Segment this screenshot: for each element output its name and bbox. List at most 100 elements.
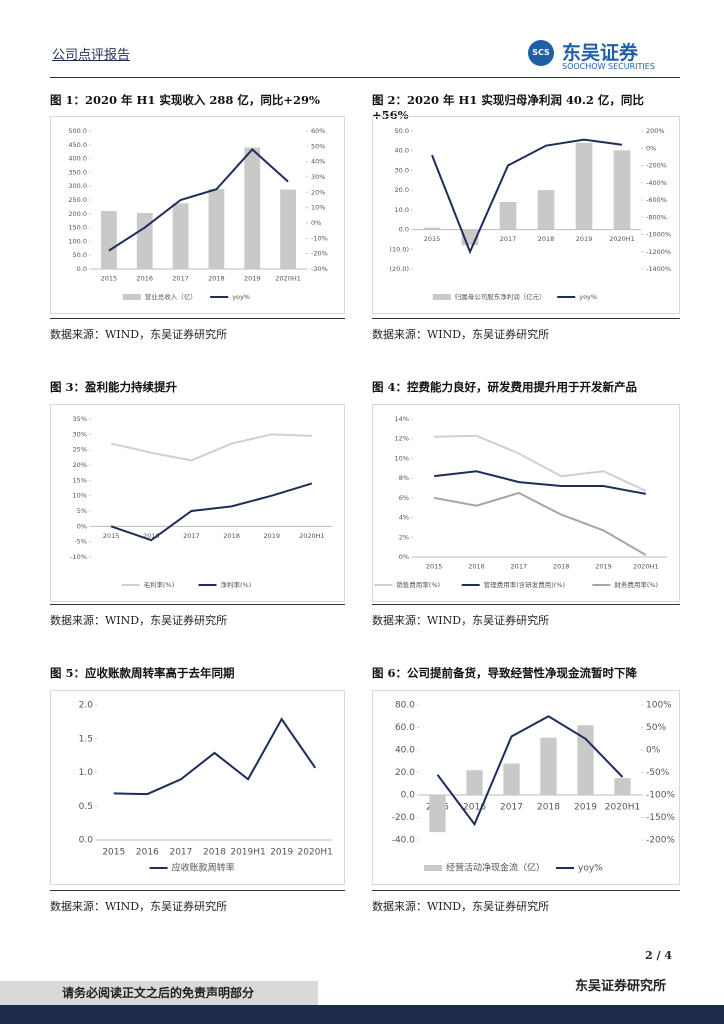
bar <box>429 795 446 833</box>
tick-label: 0% <box>646 746 661 756</box>
tick-label: 1.5 <box>79 734 93 744</box>
tick-label: 10.0 <box>395 206 409 214</box>
x-tick-label: 2015 <box>102 848 125 858</box>
tick-label: -600% <box>646 196 667 204</box>
tick-label: 200% <box>646 127 665 135</box>
chart-frame: -40.0 -20.0 0.0 20.0 40.0 60.0 80.0 -200% -150% -… <box>372 690 680 885</box>
legend-label: 归属母公司股东净利润（亿元） <box>455 292 546 301</box>
x-tick-label: 2018 <box>538 235 555 243</box>
x-tick-label: 2018 <box>223 532 240 540</box>
tick-label: -20.0 <box>392 813 416 823</box>
tick-label: 35% <box>73 415 87 423</box>
x-tick-label: 2019 <box>244 275 261 283</box>
tick-label: -800% <box>646 213 667 221</box>
tick-label: 0.0 <box>79 836 94 846</box>
tick-label: -5% <box>74 538 87 546</box>
line <box>436 715 624 827</box>
x-tick-label: 2017 <box>169 848 192 858</box>
chart: -10% -5% 0% 5% 10% 15% 20% 25% 30% 35% 2015 2016 201… <box>70 415 332 589</box>
tick-label: 30% <box>311 173 325 181</box>
x-tick-label: 2015 <box>103 532 120 540</box>
x-tick-label: 2015 <box>101 275 118 283</box>
figure-caption: 图 6：公司提前备货，导致经营性净现金流暂时下降 <box>372 666 638 680</box>
tick-label: -200% <box>646 162 667 170</box>
x-tick-label: 2017 <box>183 532 200 540</box>
logo-cn: 东吴证券 <box>562 42 639 64</box>
tick-label: 10% <box>73 492 87 500</box>
figure-source: 数据来源：WIND，东吴证券研究所 <box>372 318 680 342</box>
x-tick-label: 2017 <box>511 563 528 571</box>
tick-label: 5% <box>77 507 87 515</box>
tick-label: (20.0) <box>389 265 409 273</box>
bar <box>172 203 189 269</box>
tick-label: -1200% <box>646 248 671 256</box>
tick-label: 40.0 <box>395 147 409 155</box>
x-tick-label: 2016 <box>136 848 159 858</box>
tick-label: -40.0 <box>392 836 416 846</box>
legend-swatch <box>423 865 442 871</box>
x-tick-label: 2020H1 <box>299 532 325 540</box>
line <box>113 717 317 796</box>
legend-swatch <box>432 294 451 300</box>
tick-label: 100% <box>646 701 672 711</box>
tick-label: 0.0 <box>401 791 416 801</box>
figure-caption: 图 2：2020 年 H1 实现归母净利润 40.2 亿，同比+56% <box>372 93 644 122</box>
legend-label: 财务费用率(%) <box>614 580 658 589</box>
legend-swatch <box>122 294 141 300</box>
tick-label: 12% <box>395 435 409 443</box>
x-tick-label: 2018 <box>208 275 225 283</box>
figure-caption: 图 4：控费能力良好，研发费用提升用于开发新产品 <box>372 380 638 394</box>
x-tick-label: 2018 <box>553 563 570 571</box>
tick-label: -10% <box>311 234 328 242</box>
chart-frame: 0% 2% 4% 6% 8% 10% 12% 14% 2015 2016 2017 2018 2019 2… <box>372 404 680 602</box>
bar <box>503 763 520 795</box>
legend-label: 管理费用率(含研发费用)(%) <box>484 580 565 589</box>
bar <box>280 189 296 269</box>
line <box>110 482 313 542</box>
x-tick-label: 2018 <box>203 848 226 858</box>
x-tick-label: 2020H1 <box>633 563 659 571</box>
tick-label: 150.0 <box>68 224 87 232</box>
tick-label: 2.0 <box>79 701 94 711</box>
tick-label: 1.0 <box>79 768 94 778</box>
x-tick-label: 2017 <box>500 235 517 243</box>
figure-source: 数据来源：WIND，东吴证券研究所 <box>50 318 345 342</box>
footer-band <box>0 1005 724 1024</box>
tick-label: 40.0 <box>395 746 415 756</box>
bar <box>499 201 517 230</box>
logo-en: SOOCHOW SECURITIES <box>562 62 655 71</box>
x-tick-label: 2019 <box>270 848 293 858</box>
tick-label: 14% <box>395 415 409 423</box>
x-tick-label: 2020H1 <box>605 803 640 813</box>
tick-label: 10% <box>311 204 325 212</box>
tick-label: 450.0 <box>68 141 87 149</box>
figure-caption: 图 1：2020 年 H1 实现收入 288 亿，同比+29% <box>50 93 320 107</box>
tick-label: -150% <box>646 813 675 823</box>
legend-label: 经营活动净现金流（亿） <box>446 862 545 874</box>
tick-label: 50.0 <box>73 251 87 259</box>
bar <box>136 212 153 269</box>
tick-label: 50.0 <box>395 127 409 135</box>
x-tick-label: 2016 <box>468 563 485 571</box>
legend-label: yoy% <box>579 293 597 301</box>
tick-label: 60% <box>311 127 325 135</box>
x-tick-label: 2019 <box>595 563 612 571</box>
tick-label: 0% <box>646 144 656 152</box>
x-tick-label: 2016 <box>143 532 160 540</box>
x-tick-label: 2017 <box>500 803 523 813</box>
figure-source: 数据来源：WIND，东吴证券研究所 <box>372 604 680 628</box>
tick-label: 100.0 <box>68 237 87 245</box>
tick-label: 200.0 <box>68 210 87 218</box>
legend-label: 净利率(%) <box>221 580 252 589</box>
chart: (20.0) (10.0) 0.0 10.0 20.0 30.0 40.0 50.0 -1400… <box>389 127 671 301</box>
tick-label: 250.0 <box>68 196 87 204</box>
page-number: 2 / 4 <box>645 949 672 962</box>
legend-label: 毛利率(%) <box>144 580 175 589</box>
x-tick-label: 2020H1 <box>275 275 301 283</box>
x-tick-label: 2017 <box>172 275 189 283</box>
chart-frame: (20.0) (10.0) 0.0 10.0 20.0 30.0 40.0 50.0 -1400… <box>372 116 680 314</box>
tick-label: 0% <box>311 219 321 227</box>
bar <box>537 190 555 230</box>
figure-source: 数据来源：WIND，东吴证券研究所 <box>50 604 345 628</box>
